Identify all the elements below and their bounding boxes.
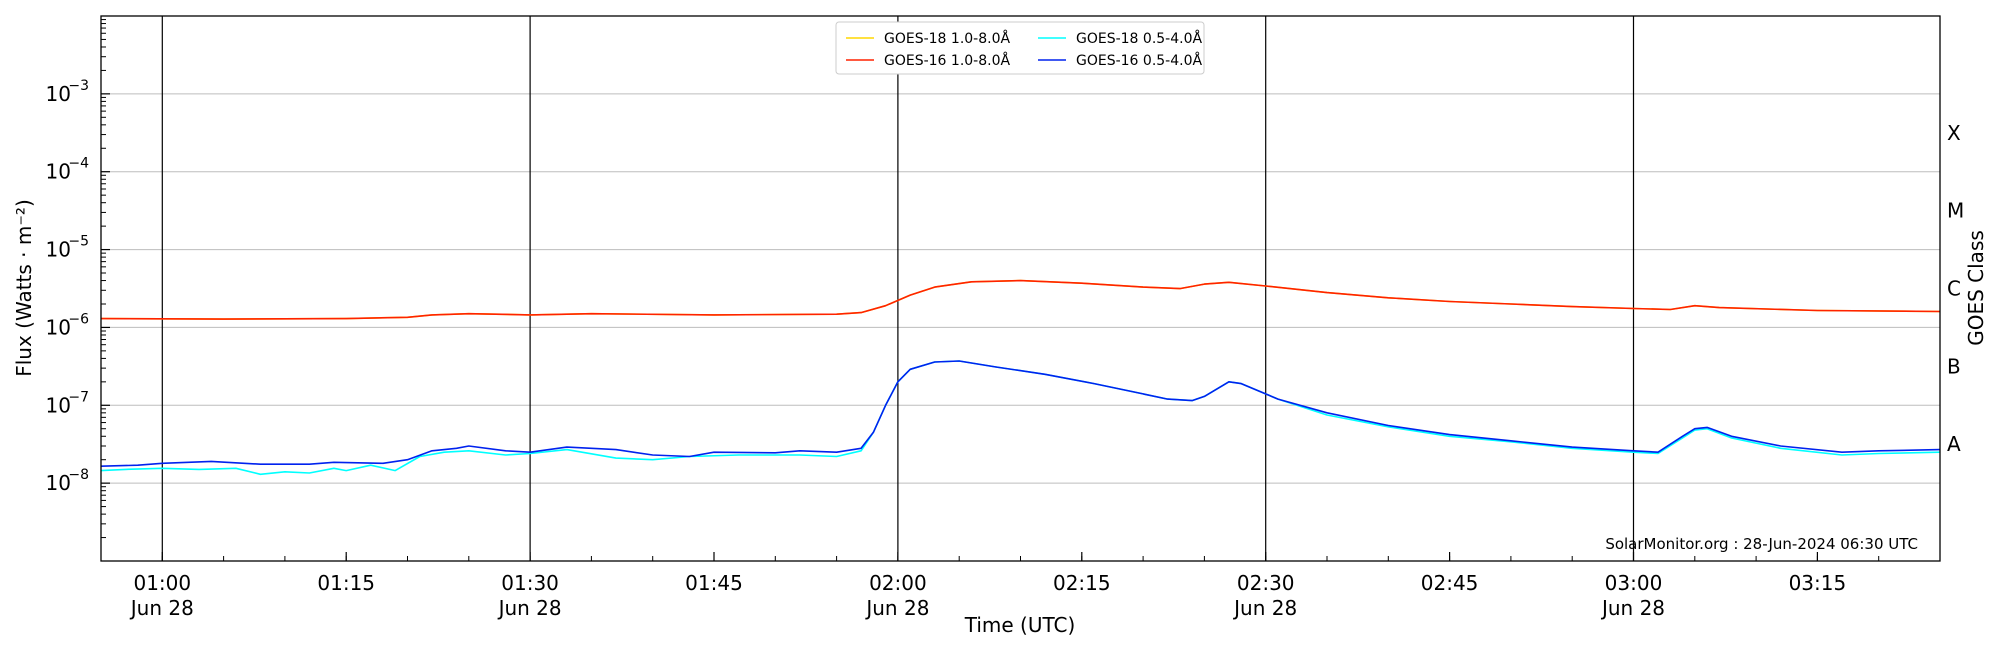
y-tick-label: 10: [46, 315, 71, 339]
x-tick-label: 02:00: [869, 571, 927, 595]
legend-label: GOES-18 1.0-8.0Å: [884, 30, 1010, 47]
goes-class-label: B: [1947, 354, 1961, 378]
y-tick-label: 10: [46, 238, 71, 262]
x-tick-sublabel: Jun 28: [1600, 596, 1665, 620]
legend-label: GOES-16 0.5-4.0Å: [1076, 52, 1202, 69]
y-tick-label: 10: [46, 471, 71, 495]
legend-label: GOES-18 0.5-4.0Å: [1076, 30, 1202, 47]
y-tick-exponent: −7: [68, 389, 89, 405]
legend-box: [835, 21, 1205, 75]
y-tick-label: 10: [46, 160, 71, 184]
x-tick-label: 02:15: [1053, 571, 1111, 595]
x-tick-sublabel: Jun 28: [129, 596, 194, 620]
goes-class-label: X: [1947, 121, 1961, 145]
x-tick-label: 03:00: [1605, 571, 1663, 595]
goes-class-label: C: [1947, 277, 1961, 301]
series-line-3: [100, 360, 1941, 467]
x-tick-sublabel: Jun 28: [864, 596, 929, 620]
y-tick-exponent: −6: [68, 311, 89, 327]
y-tick-label: 10: [46, 82, 71, 106]
series-line-2: [100, 360, 1941, 476]
goes-class-label: M: [1947, 199, 1964, 223]
grid-layer: [101, 16, 1940, 561]
series-layer: [100, 279, 1941, 476]
x-tick-label: 01:15: [317, 571, 375, 595]
y-tick-exponent: −5: [68, 234, 89, 250]
legend: GOES-18 1.0-8.0Å GOES-18 0.5-4.0Å GOES-16 …: [835, 21, 1205, 75]
goes-class-label: A: [1947, 432, 1961, 456]
x-tick-label: 03:15: [1789, 571, 1847, 595]
y-tick-exponent: −8: [68, 467, 89, 483]
y-tick-exponent: −4: [68, 156, 89, 172]
x-tick-sublabel: Jun 28: [497, 596, 562, 620]
y-tick-label: 10: [46, 393, 71, 417]
y-axis-title: Flux (Watts · m⁻²): [12, 199, 36, 377]
plot-frame: [100, 15, 1941, 562]
credit-text: SolarMonitor.org : 28-Jun-2024 06:30 UTC: [1605, 535, 1918, 553]
series-line-1: [100, 279, 1941, 320]
series-line-0: [100, 279, 1941, 320]
x-tick-label: 02:45: [1421, 571, 1479, 595]
x-tick-label: 01:30: [501, 571, 559, 595]
goes-class-axis-title: GOES Class: [1964, 230, 1988, 346]
x-axis-title: Time (UTC): [964, 613, 1076, 637]
legend-label: GOES-16 1.0-8.0Å: [884, 52, 1010, 69]
x-tick-sublabel: Jun 28: [1232, 596, 1297, 620]
x-tick-label: 01:00: [133, 571, 191, 595]
x-tick-label: 01:45: [685, 571, 743, 595]
x-tick-label: 02:30: [1237, 571, 1295, 595]
y-tick-exponent: −3: [68, 78, 89, 94]
